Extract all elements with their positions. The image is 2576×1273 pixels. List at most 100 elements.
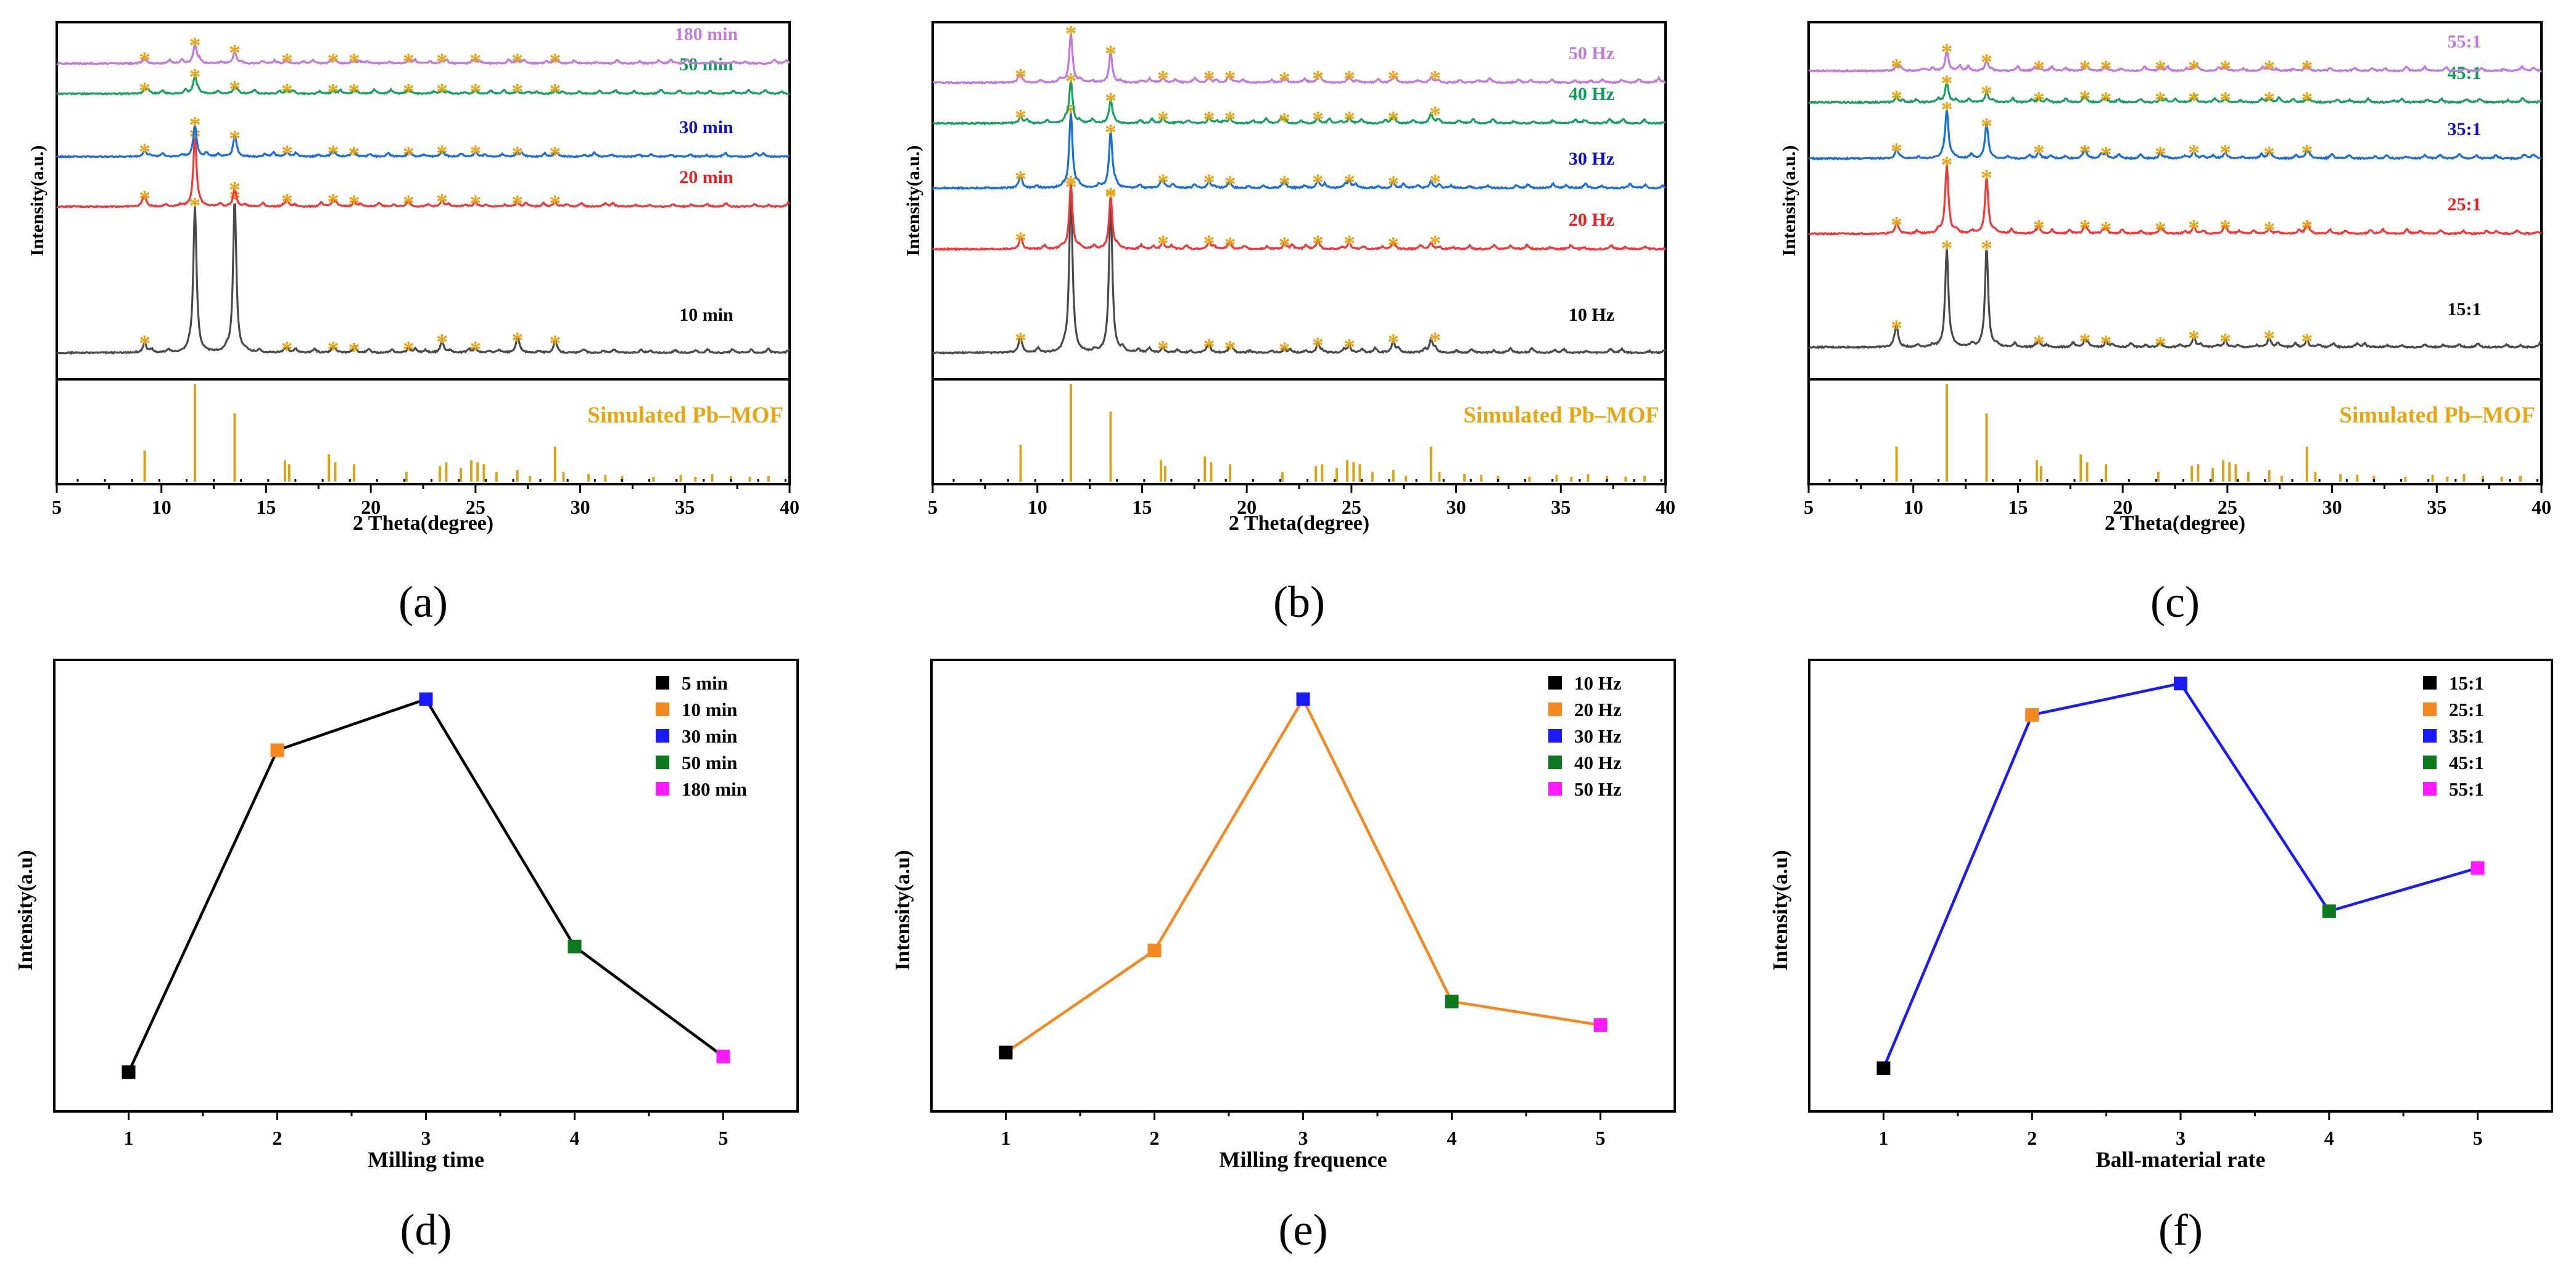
peak-star: * bbox=[2155, 56, 2166, 82]
peak-star: * bbox=[1344, 66, 1355, 92]
peak-star: * bbox=[1157, 231, 1169, 257]
legend-label: 50 min bbox=[682, 752, 737, 773]
xrd-trace-20-hz bbox=[931, 182, 1667, 252]
peak-star: * bbox=[1891, 139, 1902, 165]
peak-star: * bbox=[348, 191, 360, 216]
peak-star: * bbox=[229, 186, 241, 212]
peak-star: * bbox=[549, 49, 561, 75]
series-line bbox=[127, 697, 724, 1073]
trace-label: 50 Hz bbox=[1569, 43, 1614, 64]
y-axis-title: Intensity(a.u) bbox=[891, 850, 914, 971]
peak-star: * bbox=[1203, 170, 1215, 196]
data-point-marker bbox=[2322, 904, 2336, 918]
peak-star: * bbox=[1891, 54, 1902, 80]
series-line bbox=[1882, 682, 2479, 1069]
x-tick-label: 2 bbox=[2027, 1127, 2037, 1149]
peak-star: * bbox=[1015, 228, 1026, 253]
legend-label: 5 min bbox=[682, 672, 728, 694]
panel-label: (c) bbox=[2150, 577, 2200, 627]
peak-star: * bbox=[2079, 215, 2091, 241]
peak-star: * bbox=[403, 337, 415, 363]
peak-star: * bbox=[1387, 107, 1399, 133]
peak-star: * bbox=[1279, 233, 1290, 258]
peak-star: * bbox=[511, 142, 523, 168]
peak-star: * bbox=[1429, 328, 1441, 353]
peak-star: * bbox=[1105, 183, 1117, 209]
peak-star: * bbox=[2155, 217, 2166, 243]
x-tick-label: 4 bbox=[2324, 1127, 2334, 1149]
xrd-frame-upper bbox=[56, 21, 791, 381]
peak-star: * bbox=[1941, 236, 1953, 262]
x-tick-label: 35 bbox=[1551, 496, 1571, 518]
legend-label: 180 min bbox=[682, 778, 747, 800]
x-tick-label: 35 bbox=[2427, 496, 2446, 518]
peak-star: * bbox=[1065, 171, 1077, 197]
peak-star: * bbox=[1981, 49, 1992, 75]
peak-star: * bbox=[1344, 107, 1355, 133]
peak-star: * bbox=[1224, 336, 1236, 362]
peak-star: * bbox=[403, 191, 415, 216]
y-axis-title: Intensity(a.u) bbox=[14, 850, 37, 971]
peak-star: * bbox=[281, 49, 293, 75]
peak-star: * bbox=[139, 139, 151, 165]
peak-star: * bbox=[549, 79, 561, 105]
xrd-trace-20-min bbox=[56, 135, 790, 209]
data-point-marker bbox=[1147, 944, 1162, 958]
xrd-trace-25-1 bbox=[1808, 163, 2542, 236]
peak-star: * bbox=[1203, 107, 1215, 133]
x-tick-label: 4 bbox=[570, 1127, 580, 1149]
x-tick-label: 3 bbox=[421, 1127, 431, 1149]
trace-label: 10 min bbox=[679, 305, 733, 325]
peak-star: * bbox=[348, 79, 360, 105]
plot-frame bbox=[1808, 659, 2553, 1113]
peak-star: * bbox=[2100, 142, 2112, 168]
peak-star: * bbox=[189, 33, 201, 59]
xrd-panel-c: 5 10 15 20 25 30 35 40 2 Theta(degree) Intensity(… bbox=[1779, 21, 2551, 627]
peak-star: * bbox=[2188, 326, 2200, 352]
peak-star: * bbox=[1981, 81, 1992, 107]
peak-star: * bbox=[2188, 140, 2200, 166]
trace-label: 25:1 bbox=[2448, 194, 2482, 215]
legend-swatch bbox=[1548, 702, 1562, 716]
x-tick-label: 40 bbox=[780, 496, 799, 518]
peak-star: * bbox=[1105, 184, 1117, 210]
peak-star: * bbox=[2301, 56, 2313, 82]
peak-star: * bbox=[2079, 56, 2091, 82]
legend-swatch bbox=[1548, 782, 1562, 796]
peak-star: * bbox=[1387, 233, 1399, 258]
simulated-label: Simulated Pb–MOF bbox=[2339, 403, 2535, 428]
data-point-marker bbox=[419, 692, 433, 706]
data-point-marker bbox=[1445, 994, 1459, 1008]
peak-star: * bbox=[1015, 105, 1026, 131]
peak-star: * bbox=[2188, 56, 2200, 82]
x-axis-title: 2 Theta(degree) bbox=[1229, 512, 1369, 535]
x-tick-label: 1 bbox=[124, 1127, 134, 1149]
peak-star: * bbox=[436, 79, 448, 105]
x-tick-label: 25 bbox=[2218, 496, 2237, 518]
x-tick-label: 10 bbox=[1028, 496, 1047, 518]
y-axis-title: Intensity(a.u.) bbox=[27, 145, 47, 256]
peak-star: * bbox=[229, 177, 241, 203]
x-axis-title: 2 Theta(degree) bbox=[2105, 512, 2245, 535]
peak-star: * bbox=[1065, 68, 1077, 94]
xrd-frame-lower bbox=[56, 378, 791, 485]
x-tick-label: 2 bbox=[273, 1127, 283, 1149]
x-tick-label: 40 bbox=[2532, 496, 2551, 518]
trace-label: 20 Hz bbox=[1569, 210, 1614, 230]
peak-star: * bbox=[2033, 88, 2045, 113]
peak-star: * bbox=[328, 49, 339, 75]
panel-label: (d) bbox=[400, 1205, 452, 1254]
x-tick-label: 20 bbox=[361, 496, 381, 518]
peak-star: * bbox=[1312, 66, 1324, 92]
panel-label: (a) bbox=[398, 577, 448, 627]
x-tick-label: 15 bbox=[256, 496, 276, 518]
trend-panel-f: 1 2 3 4 5 Ball-material rate Intensity(a.u) 15:… bbox=[1769, 659, 2553, 1254]
x-tick-label: 3 bbox=[2176, 1127, 2186, 1149]
x-axis-title: Milling frequence bbox=[1219, 1147, 1387, 1172]
peak-star: * bbox=[2219, 329, 2231, 355]
peak-star: * bbox=[1429, 102, 1441, 128]
legend-label: 20 Hz bbox=[1574, 699, 1622, 720]
legend-swatch bbox=[656, 702, 669, 716]
trace-label: 35:1 bbox=[2448, 119, 2482, 139]
